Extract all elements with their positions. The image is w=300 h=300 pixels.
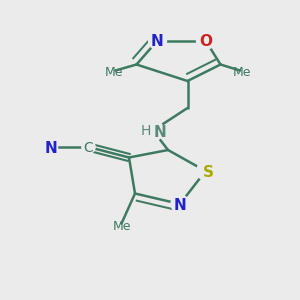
Text: Me: Me [112, 220, 131, 233]
Circle shape [196, 162, 214, 180]
Circle shape [142, 120, 164, 141]
Circle shape [148, 32, 166, 50]
Circle shape [171, 195, 189, 213]
Text: O: O [199, 34, 212, 50]
Text: N: N [174, 198, 186, 213]
Circle shape [82, 140, 95, 154]
Text: Me: Me [232, 65, 251, 79]
Circle shape [196, 32, 214, 50]
Text: Me: Me [105, 65, 123, 79]
Text: N: N [45, 141, 57, 156]
Text: N: N [154, 124, 167, 140]
Text: H: H [141, 124, 152, 138]
Text: S: S [203, 165, 214, 180]
Text: C: C [84, 142, 93, 155]
Circle shape [44, 140, 58, 154]
Text: N: N [151, 34, 164, 50]
